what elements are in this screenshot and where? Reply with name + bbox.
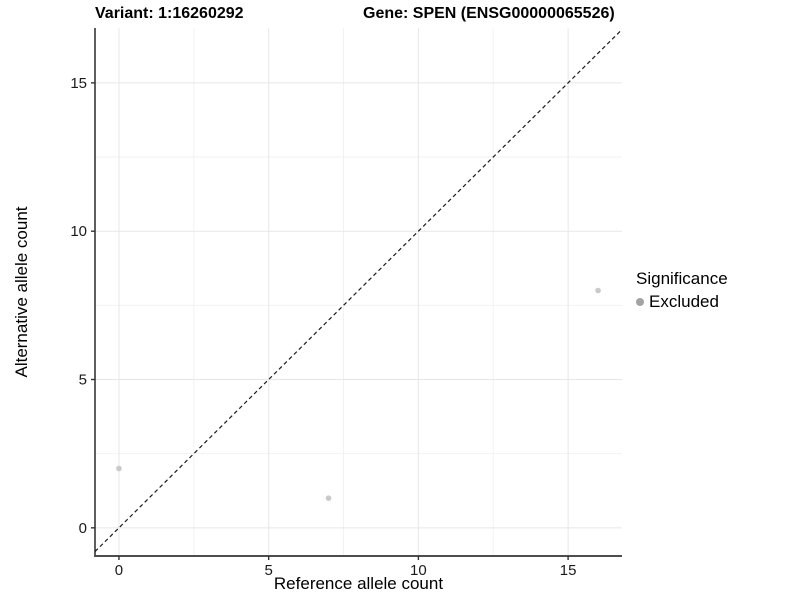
y-tick-label: 10 — [70, 223, 87, 240]
data-point — [595, 287, 601, 294]
y-tick-label: 0 — [79, 520, 87, 537]
legend-title: Significance — [636, 269, 728, 288]
x-tick-label: 10 — [410, 562, 427, 579]
y-axis-title: Alternative allele count — [12, 206, 31, 378]
variant-title: Variant: 1:16260292 — [95, 5, 244, 22]
legend: Significance Excluded — [636, 269, 728, 312]
y-tick-label: 15 — [70, 75, 87, 92]
x-tick-label: 15 — [560, 562, 577, 579]
data-point — [325, 495, 332, 501]
identity-dashed-line — [94, 29, 623, 552]
x-tick-label: 5 — [264, 562, 272, 579]
legend-item-label: Excluded — [649, 292, 719, 311]
legend-item-excluded: Excluded — [636, 292, 728, 312]
gene-title: Gene: SPEN (ENSG00000065526) — [363, 5, 615, 22]
x-axis-title: Reference allele count — [273, 574, 444, 593]
excluded-point-icon — [636, 298, 644, 306]
x-tick-label: 0 — [115, 562, 123, 579]
y-tick-label: 5 — [79, 372, 87, 389]
data-point — [116, 465, 122, 472]
